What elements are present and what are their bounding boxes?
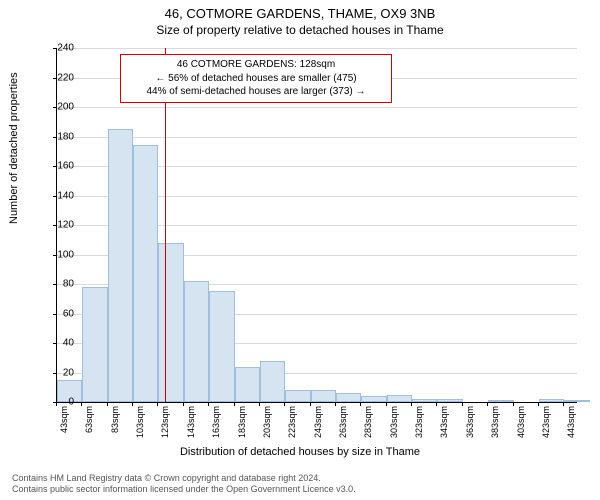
y-tick-label: 120 (34, 220, 74, 231)
x-tick-label: 363sqm (465, 406, 475, 438)
x-tick-label: 143sqm (186, 406, 196, 438)
histogram-bar (336, 393, 361, 402)
histogram-bar (260, 361, 285, 402)
x-tick-label: 183sqm (237, 406, 247, 438)
x-tick-label: 443sqm (566, 406, 576, 438)
x-tick-label: 383sqm (490, 406, 500, 438)
chart-title: 46, COTMORE GARDENS, THAME, OX9 3NB (0, 0, 600, 21)
footer-line1: Contains HM Land Registry data © Crown c… (12, 473, 356, 485)
histogram-bar (82, 287, 107, 402)
chart-subtitle: Size of property relative to detached ho… (0, 21, 600, 37)
x-tick-label: 423sqm (541, 406, 551, 438)
y-tick-label: 240 (34, 43, 74, 54)
x-axis-label: Distribution of detached houses by size … (0, 446, 600, 458)
x-tick-label: 323sqm (414, 406, 424, 438)
x-tick-label: 283sqm (363, 406, 373, 438)
histogram-bar (235, 367, 260, 402)
x-tick-label: 263sqm (338, 406, 348, 438)
y-tick-label: 160 (34, 161, 74, 172)
x-tick-label: 123sqm (160, 406, 170, 438)
x-tick-label: 103sqm (135, 406, 145, 438)
histogram-bar (209, 291, 234, 402)
y-axis-label: Number of detached properties (8, 72, 20, 224)
histogram-bar (311, 390, 336, 402)
histogram-bar (285, 390, 310, 402)
y-tick-label: 60 (34, 308, 74, 319)
histogram-bar (158, 243, 183, 402)
annotation-box: 46 COTMORE GARDENS: 128sqm ← 56% of deta… (120, 54, 392, 103)
histogram-bar (387, 395, 412, 402)
x-tick-label: 43sqm (59, 406, 69, 433)
x-tick-label: 223sqm (287, 406, 297, 438)
y-tick-label: 80 (34, 279, 74, 290)
histogram-bar (133, 145, 158, 402)
x-tick-label: 163sqm (211, 406, 221, 438)
x-tick-label: 63sqm (84, 406, 94, 433)
chart-container: 46, COTMORE GARDENS, THAME, OX9 3NB Size… (0, 0, 600, 500)
y-tick-label: 220 (34, 72, 74, 83)
histogram-bar (108, 129, 133, 402)
annotation-line1: 46 COTMORE GARDENS: 128sqm (127, 58, 385, 72)
histogram-bar (184, 281, 209, 402)
footer-line2: Contains public sector information licen… (12, 484, 356, 496)
y-tick-label: 140 (34, 190, 74, 201)
x-tick-label: 303sqm (389, 406, 399, 438)
x-tick-label: 403sqm (516, 406, 526, 438)
y-tick-label: 200 (34, 102, 74, 113)
y-tick-label: 180 (34, 131, 74, 142)
y-tick-label: 100 (34, 249, 74, 260)
x-tick-label: 343sqm (439, 406, 449, 438)
y-tick-label: 20 (34, 367, 74, 378)
x-tick-label: 203sqm (262, 406, 272, 438)
annotation-line3: 44% of semi-detached houses are larger (… (127, 85, 385, 99)
x-tick-label: 243sqm (313, 406, 323, 438)
y-tick-label: 40 (34, 338, 74, 349)
x-tick-label: 83sqm (110, 406, 120, 433)
annotation-line2: ← 56% of detached houses are smaller (47… (127, 72, 385, 86)
footer-text: Contains HM Land Registry data © Crown c… (12, 473, 356, 496)
